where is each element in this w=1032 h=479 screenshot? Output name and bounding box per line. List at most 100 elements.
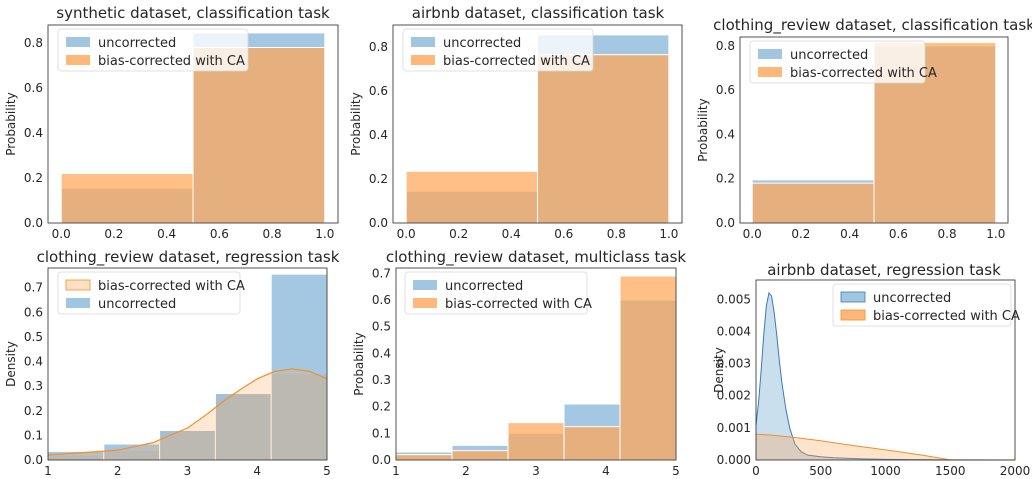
x-tick-label: 5 — [672, 464, 680, 478]
y-tick-label: 0.4 — [24, 126, 43, 140]
x-tick-label: 1.0 — [315, 227, 334, 241]
legend-label-uncorrected: uncorrected — [98, 36, 176, 51]
y-tick-label: 0.4 — [369, 128, 388, 142]
legend-swatch-bias-corrected — [66, 55, 90, 65]
chart-panel: clothing_review dataset, multiclass task… — [352, 248, 686, 478]
kde-line-bias-corrected — [47, 368, 328, 456]
x-tick-label: 1 — [44, 464, 52, 478]
y-tick-label: 0.004 — [717, 324, 751, 338]
x-tick-label: 4 — [253, 464, 261, 478]
chart-panel: airbnb dataset, classification task Proba… — [349, 4, 683, 241]
y-axis-label: Density — [4, 341, 18, 387]
x-tick-label: 0.6 — [554, 227, 573, 241]
x-tick-label: 0.2 — [791, 227, 810, 241]
legend-swatch-bias-corrected — [758, 67, 782, 77]
x-tick-label: 0.8 — [938, 227, 957, 241]
plot-frame — [392, 24, 683, 224]
y-axis-label: Density — [712, 347, 726, 393]
bar-bias-corrected — [192, 47, 326, 224]
y-tick-label: 0.6 — [372, 293, 391, 307]
legend-swatch-uncorrected — [66, 298, 90, 308]
x-tick-label: 1.0 — [659, 227, 678, 241]
legend-box — [404, 271, 588, 315]
legend: uncorrected bias-corrected with CA — [402, 28, 594, 72]
legend-swatch-bias-corrected — [840, 309, 866, 321]
bar-bias-corrected — [395, 454, 453, 461]
legend-box — [57, 28, 249, 72]
x-tick-label: 0.8 — [263, 227, 282, 241]
bar-bias-corrected — [60, 173, 194, 224]
y-tick-label: 0.5 — [24, 330, 43, 344]
x-tick-label: 0 — [752, 464, 760, 478]
legend-label-uncorrected: uncorrected — [790, 48, 868, 63]
x-tick-label: 0.4 — [157, 227, 176, 241]
y-tick-label: 0.005 — [717, 292, 751, 306]
x-tick-label: 5 — [323, 464, 331, 478]
y-tick-label: 0.7 — [372, 266, 391, 280]
legend-swatch-bias-corrected — [65, 279, 91, 291]
chart-title: airbnb dataset, classification task — [412, 4, 665, 22]
x-tick-label: 1500 — [935, 464, 966, 478]
y-tick-label: 0.003 — [717, 357, 751, 371]
bar-bias-corrected — [405, 170, 538, 224]
y-tick-label: 0.2 — [716, 172, 735, 186]
legend-label-uncorrected: uncorrected — [98, 297, 176, 312]
legend: bias-corrected with CA uncorrected — [57, 271, 245, 315]
legend-label-bias-corrected: bias-corrected with CA — [443, 54, 590, 69]
y-tick-label: 0.2 — [24, 171, 43, 185]
legend-box — [402, 28, 594, 72]
legend: uncorrected bias-corrected with CA — [57, 28, 249, 72]
y-tick-label: 0.1 — [24, 428, 43, 442]
y-tick-label: 0.3 — [372, 373, 391, 387]
legend-swatch-uncorrected — [66, 37, 90, 47]
bar-bias-corrected — [537, 54, 670, 224]
legend-swatch-uncorrected — [758, 49, 782, 59]
y-axis-label: Probability — [696, 98, 710, 161]
y-tick-label: 0.0 — [24, 216, 43, 230]
y-tick-label: 0.6 — [369, 84, 388, 98]
y-tick-label: 0.0 — [24, 453, 43, 467]
density-area-uncorrected — [756, 292, 1015, 460]
y-tick-label: 0.8 — [716, 39, 735, 53]
y-tick-label: 0.6 — [24, 81, 43, 95]
y-tick-label: 0.2 — [372, 400, 391, 414]
y-axis-label: Probability — [349, 92, 363, 155]
legend-label-bias-corrected: bias-corrected with CA — [873, 309, 1020, 324]
legend: uncorrected bias-corrected with CA — [832, 283, 1020, 327]
bar-bias-corrected — [451, 450, 509, 461]
x-tick-label: 0.6 — [210, 227, 229, 241]
x-tick-label: 2 — [462, 464, 470, 478]
bar-uncorrected — [214, 393, 272, 461]
y-tick-label: 0.6 — [716, 83, 735, 97]
legend-swatch-bias-corrected — [413, 298, 437, 308]
x-tick-label: 1 — [392, 464, 400, 478]
legend-label-bias-corrected: bias-corrected with CA — [790, 66, 937, 81]
x-tick-label: 2000 — [1000, 464, 1031, 478]
y-tick-label: 0.6 — [24, 305, 43, 319]
x-tick-label: 500 — [809, 464, 832, 478]
x-tick-label: 0.2 — [449, 227, 468, 241]
density-line-uncorrected — [755, 291, 1016, 461]
chart-title: clothing_review dataset, regression task — [37, 248, 340, 267]
legend-swatch-bias-corrected — [411, 55, 435, 65]
plot-frame — [395, 267, 677, 461]
bar-bias-corrected — [507, 422, 565, 461]
plot-frame — [47, 24, 339, 224]
plot-frame — [755, 279, 1016, 461]
legend-swatch-uncorrected — [413, 280, 437, 290]
legend-label-uncorrected: uncorrected — [445, 279, 523, 294]
x-tick-label: 0.4 — [502, 227, 521, 241]
y-tick-label: 0.7 — [24, 281, 43, 295]
legend-label-bias-corrected: bias-corrected with CA — [98, 54, 245, 69]
y-tick-label: 0.0 — [716, 216, 735, 230]
legend: uncorrected bias-corrected with CA — [404, 271, 592, 315]
legend-box — [832, 283, 1012, 327]
kde-area-bias-corrected — [48, 368, 327, 460]
x-tick-label: 0.0 — [52, 227, 71, 241]
legend-label-uncorrected: uncorrected — [873, 291, 951, 306]
bar-bias-corrected — [751, 182, 875, 224]
x-tick-label: 4 — [602, 464, 610, 478]
y-tick-label: 0.000 — [717, 453, 751, 467]
chart-title: clothing_review dataset, classification … — [713, 16, 1032, 35]
x-tick-label: 1000 — [870, 464, 901, 478]
